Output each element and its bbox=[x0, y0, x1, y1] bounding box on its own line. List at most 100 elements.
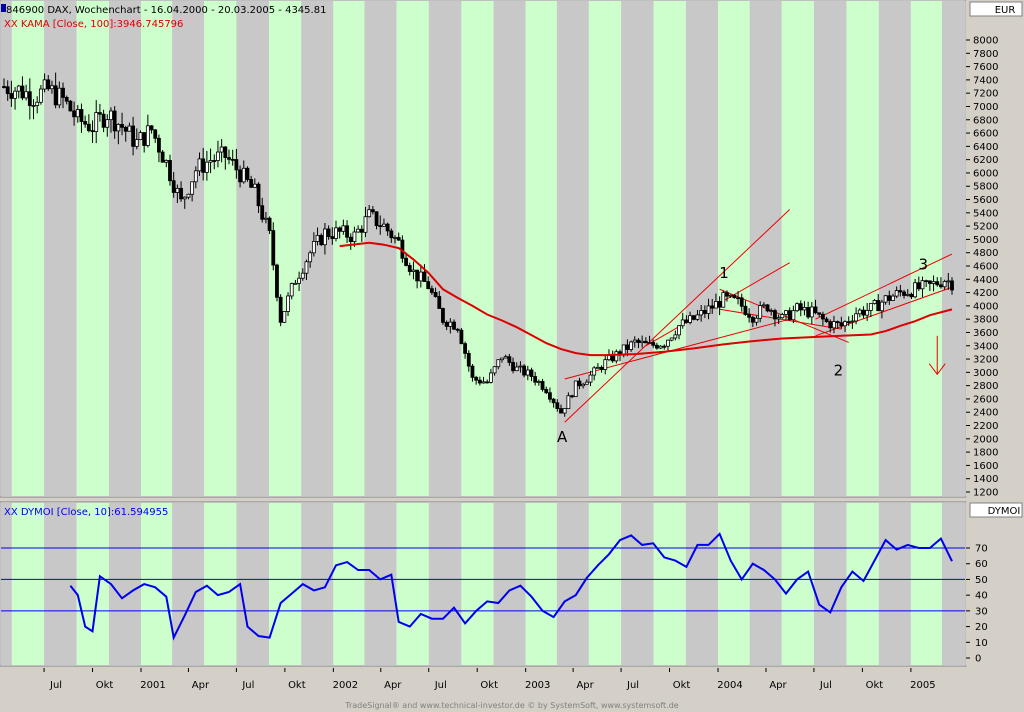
price-tick-label: 3800 bbox=[973, 315, 998, 326]
candle-body bbox=[876, 300, 881, 312]
month-band bbox=[172, 1, 205, 496]
time-tick-label: 2003 bbox=[525, 680, 550, 691]
candle-body bbox=[50, 85, 54, 90]
candle-body bbox=[286, 295, 290, 312]
candle-body bbox=[190, 181, 195, 195]
candle-body bbox=[311, 241, 316, 254]
candle-body bbox=[743, 305, 748, 315]
month-band bbox=[108, 503, 142, 665]
candle-body bbox=[784, 310, 788, 315]
candle-body bbox=[101, 113, 106, 128]
candle-body bbox=[57, 87, 62, 106]
candle-body bbox=[370, 209, 375, 213]
candle-body bbox=[326, 228, 331, 237]
candle-body bbox=[256, 183, 261, 207]
month-band bbox=[11, 503, 45, 665]
candle-body bbox=[293, 282, 298, 285]
candle-body bbox=[702, 310, 707, 314]
candle-body bbox=[655, 344, 659, 349]
time-tick-label: Okt bbox=[480, 680, 498, 691]
month-band bbox=[653, 1, 686, 496]
candle-body bbox=[850, 320, 855, 323]
time-tick-label: Okt bbox=[96, 680, 114, 691]
candle-body bbox=[536, 381, 541, 383]
dymoi-reference-lines bbox=[1, 547, 965, 612]
candle-body bbox=[315, 234, 320, 242]
month-band bbox=[685, 1, 719, 496]
price-tick-label: 5600 bbox=[973, 195, 998, 206]
candle-body bbox=[581, 383, 586, 387]
candle-body bbox=[669, 337, 674, 341]
candle-body bbox=[559, 408, 563, 414]
arrow-head bbox=[928, 363, 946, 376]
currency-label: EUR bbox=[995, 5, 1016, 16]
candle-body bbox=[898, 290, 903, 293]
candle-body bbox=[643, 340, 648, 344]
candle-body bbox=[817, 312, 822, 315]
candle-body bbox=[120, 124, 124, 128]
price-tick-label: 4200 bbox=[973, 288, 998, 299]
candle-body bbox=[739, 297, 744, 307]
candle-body bbox=[142, 132, 147, 146]
candle-body bbox=[53, 85, 58, 106]
candle-body bbox=[500, 357, 504, 361]
wave-label-2: 2 bbox=[834, 362, 844, 380]
price-tick-label: 1800 bbox=[973, 448, 998, 459]
candle-body bbox=[732, 294, 737, 299]
month-band bbox=[556, 503, 589, 665]
candle-body bbox=[363, 216, 368, 233]
candle-body bbox=[489, 372, 493, 383]
candle-body bbox=[470, 365, 475, 378]
month-band bbox=[525, 503, 557, 665]
candle-body bbox=[238, 169, 242, 183]
candle-body bbox=[522, 365, 527, 376]
candle-body bbox=[429, 288, 434, 293]
month-band bbox=[301, 1, 334, 496]
candle-body bbox=[138, 132, 143, 140]
month-band bbox=[493, 503, 526, 665]
candle-body bbox=[820, 313, 825, 320]
time-tick-label: 2005 bbox=[910, 680, 935, 691]
candle-body bbox=[38, 88, 43, 103]
candle-body bbox=[721, 292, 726, 308]
month-band bbox=[172, 503, 205, 665]
candle-body bbox=[647, 342, 652, 344]
candle-body bbox=[577, 380, 582, 387]
candle-body bbox=[79, 109, 84, 122]
candle-body bbox=[496, 359, 501, 368]
time-tick-label: 2004 bbox=[717, 680, 742, 691]
candle-body bbox=[802, 307, 807, 311]
candle-body bbox=[271, 230, 276, 266]
candle-body bbox=[219, 146, 224, 153]
candle-body bbox=[514, 366, 519, 372]
candle-body bbox=[393, 237, 397, 239]
candle-body bbox=[780, 314, 785, 319]
candle-body bbox=[761, 304, 766, 307]
candle-body bbox=[145, 125, 150, 146]
candle-body bbox=[441, 308, 445, 323]
candle-body bbox=[511, 362, 515, 372]
time-tick-label: Jul bbox=[626, 680, 639, 691]
candle-body bbox=[916, 282, 921, 290]
price-tick-label: 5200 bbox=[973, 222, 998, 233]
candle-body bbox=[452, 321, 456, 330]
candle-body bbox=[935, 281, 940, 286]
dymoi-tick-label: 50 bbox=[975, 575, 988, 586]
candle-body bbox=[629, 341, 633, 350]
price-tick-label: 3600 bbox=[973, 328, 998, 339]
month-band bbox=[781, 503, 814, 665]
candle-body bbox=[20, 85, 25, 99]
candle-body bbox=[533, 376, 538, 383]
candle-body bbox=[902, 291, 906, 296]
dymoi-tick-label: 30 bbox=[975, 606, 988, 617]
channel-line bbox=[564, 209, 791, 423]
dymoi-tick-label: 40 bbox=[975, 591, 988, 602]
candle-body bbox=[459, 329, 464, 345]
candle-body bbox=[939, 284, 943, 288]
candle-body bbox=[773, 310, 777, 320]
candle-body bbox=[684, 319, 689, 323]
channel-line bbox=[815, 286, 953, 337]
candle-body bbox=[345, 225, 349, 238]
candle-body bbox=[798, 303, 803, 311]
candle-body bbox=[518, 365, 523, 368]
